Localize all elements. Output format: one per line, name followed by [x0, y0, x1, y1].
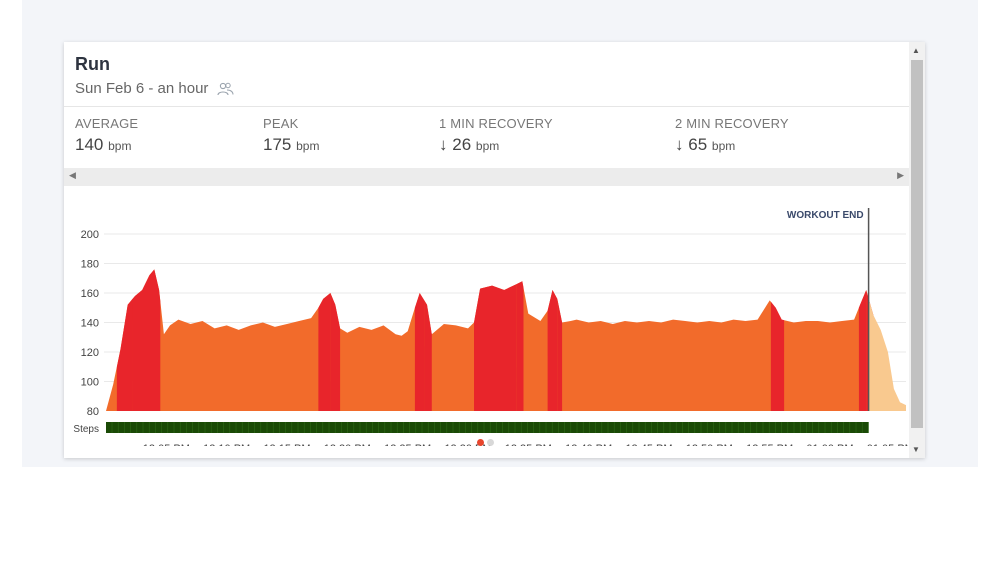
workout-end-label: WORKOUT END — [787, 210, 864, 221]
heart-rate-area — [106, 269, 906, 411]
heart-rate-peak-zone — [547, 290, 558, 411]
y-tick-label: 160 — [81, 288, 99, 300]
heart-rate-peak-zone — [318, 293, 331, 411]
heart-rate-peak-zone — [858, 290, 867, 411]
scroll-left-icon[interactable]: ◀ — [69, 170, 76, 180]
x-tick-label: 12:30 PM — [444, 443, 491, 446]
people-icon[interactable] — [216, 82, 234, 96]
y-tick-label: 200 — [81, 229, 99, 241]
stat-1min-recovery: 1 MIN RECOVERY ↓ 26 bpm — [439, 116, 553, 155]
heart-rate-peak-zone — [557, 298, 563, 411]
page-dot[interactable] — [487, 439, 494, 446]
stat-unit: bpm — [296, 139, 320, 153]
y-tick-label: 80 — [87, 406, 99, 418]
horizontal-scrollbar[interactable]: ◀ ▶ — [64, 168, 909, 186]
scroll-right-icon[interactable]: ▶ — [897, 170, 904, 180]
stat-number: 65 — [688, 135, 708, 154]
y-tick-label: 100 — [81, 377, 99, 389]
stat-label: AVERAGE — [75, 116, 139, 131]
vertical-scrollbar[interactable]: ▲ ▼ — [909, 42, 925, 458]
x-tick-label: 12:35 PM — [505, 443, 552, 446]
y-tick-label: 120 — [81, 347, 99, 359]
y-axis-ticks: 200 180 160 140 120 100 80 — [81, 229, 99, 418]
stat-number: 140 — [75, 135, 104, 154]
scroll-up-icon[interactable]: ▲ — [912, 46, 920, 55]
scroll-down-icon[interactable]: ▼ — [912, 445, 920, 454]
stat-2min-recovery: 2 MIN RECOVERY ↓ 65 bpm — [675, 116, 789, 155]
stat-value: ↓ 26 bpm — [439, 135, 553, 155]
heart-rate-peak-zone — [516, 281, 524, 411]
stat-value: 140 bpm — [75, 135, 138, 155]
x-tick-label: 12:20 PM — [324, 443, 371, 446]
stat-average: AVERAGE 140 bpm — [75, 116, 138, 155]
x-tick-label: 01:05 PM — [867, 443, 909, 446]
x-tick-label: 12:45 PM — [625, 443, 672, 446]
y-tick-label: 140 — [81, 318, 99, 330]
pagination-dots — [477, 439, 494, 446]
scrollbar-thumb[interactable] — [911, 60, 923, 428]
x-tick-label: 12:05 PM — [143, 443, 190, 446]
stat-label: 2 MIN RECOVERY — [675, 116, 789, 131]
x-tick-label: 12:10 PM — [203, 443, 250, 446]
x-tick-label: 12:55 PM — [746, 443, 793, 446]
x-axis-ticks: 12:05 PM 12:10 PM 12:15 PM 12:20 PM 12:25 PM… — [143, 443, 909, 446]
steps-label: Steps — [73, 424, 99, 435]
heart-rate-peak-zone — [132, 269, 161, 411]
arrow-down-icon: ↓ — [675, 135, 684, 154]
workout-title: Run — [75, 54, 110, 74]
heart-rate-peak-zone — [116, 298, 133, 411]
y-tick-label: 180 — [81, 259, 99, 271]
heart-rate-peak-zone — [780, 317, 785, 411]
stat-number: 26 — [452, 135, 472, 154]
workout-date-duration: Sun Feb 6 - an hour — [75, 80, 209, 97]
stat-label: PEAK — [263, 116, 299, 131]
stat-label: 1 MIN RECOVERY — [439, 116, 553, 131]
workout-subtitle: Sun Feb 6 - an hour — [75, 80, 234, 97]
heart-rate-peak-zone — [414, 293, 425, 411]
x-tick-label: 12:25 PM — [384, 443, 431, 446]
workout-card: Run Sun Feb 6 - an hour AVERAGE 140 bpm … — [64, 42, 925, 458]
header-divider — [64, 106, 909, 107]
steps-bar: Steps — [73, 422, 869, 435]
stat-number: 175 — [263, 135, 292, 154]
stat-peak: PEAK 175 bpm — [263, 116, 319, 155]
heart-rate-chart: 200 180 160 140 120 100 80 WORKOUT END Steps 1… — [73, 208, 909, 446]
heart-rate-peak-zone — [474, 284, 517, 411]
x-tick-label: 12:40 PM — [565, 443, 612, 446]
x-tick-label: 12:50 PM — [686, 443, 733, 446]
heart-rate-peak-zone — [770, 301, 781, 411]
stat-value: ↓ 65 bpm — [675, 135, 789, 155]
workout-end-marker: WORKOUT END — [787, 208, 870, 411]
x-tick-label: 01:00 PM — [806, 443, 853, 446]
heart-rate-peak-zone — [424, 300, 432, 411]
page-dot-active[interactable] — [477, 439, 484, 446]
x-tick-label: 12:15 PM — [263, 443, 310, 446]
stat-value: 175 bpm — [263, 135, 319, 155]
arrow-down-icon: ↓ — [439, 135, 448, 154]
steps-track — [106, 422, 869, 433]
stat-unit: bpm — [475, 139, 500, 153]
stat-unit: bpm — [711, 139, 736, 153]
heart-rate-area-cooldown — [868, 298, 906, 411]
heart-rate-peak-zone — [330, 293, 341, 411]
stat-unit: bpm — [108, 139, 132, 153]
